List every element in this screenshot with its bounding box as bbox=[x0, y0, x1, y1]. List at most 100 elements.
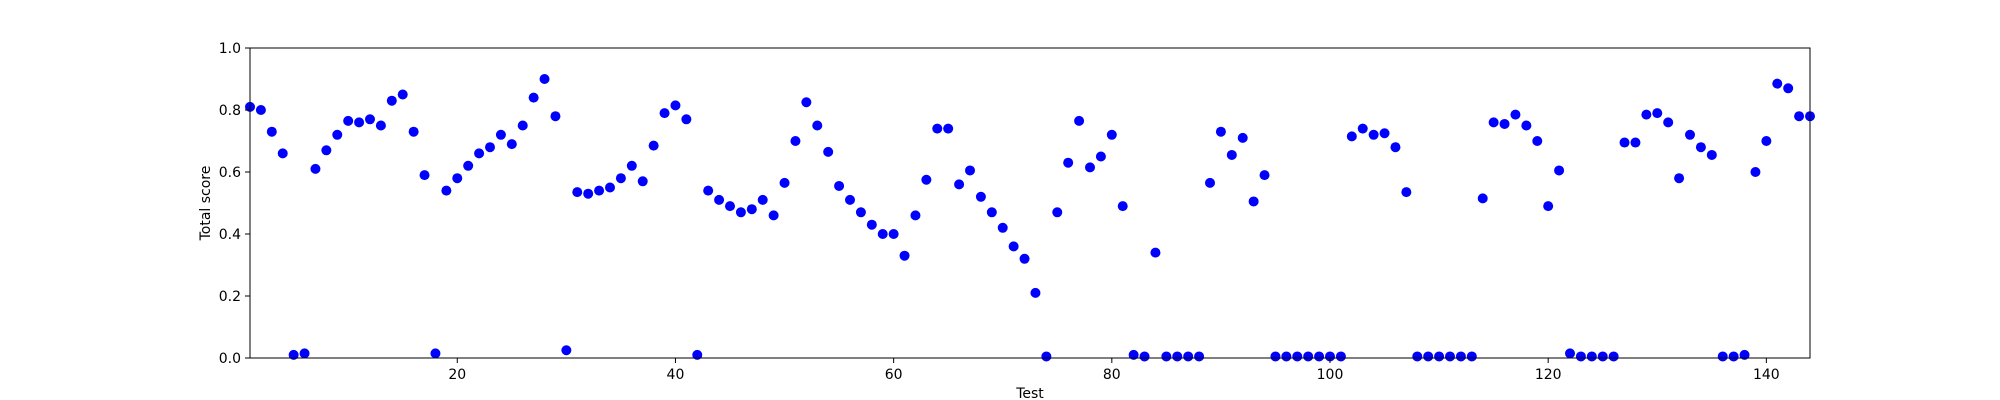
data-point bbox=[1270, 351, 1281, 362]
x-tick-label: 100 bbox=[1317, 367, 1344, 383]
data-point bbox=[419, 170, 430, 181]
data-point bbox=[1794, 111, 1805, 122]
x-tick-label: 20 bbox=[448, 367, 466, 383]
y-tick-label: 0.4 bbox=[219, 227, 241, 243]
data-point bbox=[1477, 193, 1488, 204]
data-point bbox=[1314, 351, 1325, 362]
data-point bbox=[637, 176, 648, 187]
data-point bbox=[1259, 170, 1270, 181]
data-point bbox=[1346, 131, 1357, 142]
data-point bbox=[670, 100, 681, 111]
y-tick-label: 0.2 bbox=[219, 289, 241, 305]
data-point bbox=[1019, 253, 1030, 264]
data-point bbox=[430, 348, 441, 359]
data-point bbox=[768, 210, 779, 221]
data-point bbox=[703, 185, 714, 196]
data-point bbox=[1401, 187, 1412, 198]
data-point bbox=[1554, 165, 1565, 176]
y-axis: 0.0 0.2 0.4 0.6 0.8 1.0 bbox=[219, 41, 250, 367]
data-point bbox=[1488, 117, 1499, 128]
data-point bbox=[812, 120, 823, 131]
data-point bbox=[1226, 149, 1237, 160]
y-tick-label: 0.6 bbox=[219, 165, 241, 181]
data-point bbox=[1368, 129, 1379, 140]
data-point bbox=[1728, 351, 1739, 362]
data-point bbox=[834, 180, 845, 191]
data-point bbox=[1390, 142, 1401, 153]
data-point bbox=[321, 145, 332, 156]
data-point bbox=[1761, 136, 1772, 146]
data-point bbox=[1445, 351, 1455, 362]
data-point bbox=[1248, 196, 1259, 207]
data-point bbox=[877, 229, 888, 239]
data-point bbox=[1030, 287, 1041, 298]
data-point bbox=[823, 146, 834, 157]
data-point bbox=[517, 120, 528, 131]
plot-frame bbox=[249, 47, 1811, 359]
data-point bbox=[1499, 118, 1510, 129]
data-point bbox=[888, 229, 899, 239]
data-point bbox=[1455, 351, 1466, 362]
data-point bbox=[1085, 162, 1095, 173]
data-point bbox=[1434, 351, 1445, 362]
data-point bbox=[255, 105, 266, 115]
x-tick-label: 60 bbox=[885, 367, 903, 383]
data-point bbox=[1041, 351, 1052, 362]
data-point bbox=[605, 182, 615, 193]
data-point bbox=[408, 126, 419, 137]
data-point bbox=[845, 194, 855, 205]
data-point bbox=[365, 114, 375, 125]
data-point bbox=[1128, 349, 1139, 360]
data-point bbox=[1619, 137, 1630, 148]
data-point bbox=[1510, 109, 1521, 120]
data-point bbox=[757, 194, 768, 205]
data-point bbox=[594, 185, 605, 196]
x-tick-label: 80 bbox=[1103, 367, 1121, 383]
data-point bbox=[965, 165, 975, 176]
data-point bbox=[1685, 129, 1695, 140]
data-points bbox=[245, 74, 1815, 362]
data-point bbox=[1357, 123, 1368, 134]
data-point bbox=[910, 210, 921, 221]
data-point bbox=[1303, 351, 1314, 362]
data-point bbox=[310, 163, 321, 174]
data-point bbox=[725, 201, 735, 212]
y-tick-label: 0.8 bbox=[219, 103, 241, 119]
data-point bbox=[626, 160, 637, 171]
data-point bbox=[1783, 83, 1794, 94]
data-point bbox=[1521, 120, 1532, 131]
x-tick-label: 40 bbox=[667, 367, 685, 383]
data-point bbox=[986, 207, 997, 218]
data-point bbox=[746, 204, 757, 215]
data-point bbox=[1292, 351, 1303, 362]
data-point bbox=[1695, 142, 1706, 153]
data-point bbox=[1074, 115, 1085, 126]
data-point bbox=[648, 140, 659, 151]
data-point bbox=[354, 117, 365, 128]
data-point bbox=[288, 349, 299, 360]
data-point bbox=[1466, 351, 1477, 362]
data-point bbox=[1750, 167, 1761, 177]
data-point bbox=[866, 219, 877, 230]
data-point bbox=[1008, 241, 1019, 252]
data-point bbox=[1379, 128, 1390, 139]
data-point bbox=[1205, 177, 1215, 188]
x-axis-label: Test bbox=[1015, 386, 1044, 400]
data-point bbox=[495, 129, 506, 140]
data-point bbox=[397, 89, 408, 100]
y-tick-label: 1.0 bbox=[219, 41, 241, 57]
data-point bbox=[1052, 207, 1063, 218]
data-point bbox=[975, 191, 986, 202]
y-axis-label: Total score bbox=[198, 166, 214, 242]
data-point bbox=[1652, 108, 1663, 119]
data-point bbox=[1194, 351, 1205, 362]
data-point bbox=[1237, 132, 1248, 143]
data-point bbox=[1063, 157, 1074, 168]
data-point bbox=[343, 115, 354, 126]
data-point bbox=[1325, 351, 1335, 362]
x-tick-label: 140 bbox=[1753, 367, 1780, 383]
data-point bbox=[1183, 351, 1194, 362]
data-point bbox=[921, 174, 932, 185]
data-point bbox=[779, 177, 790, 188]
data-point bbox=[386, 95, 397, 106]
